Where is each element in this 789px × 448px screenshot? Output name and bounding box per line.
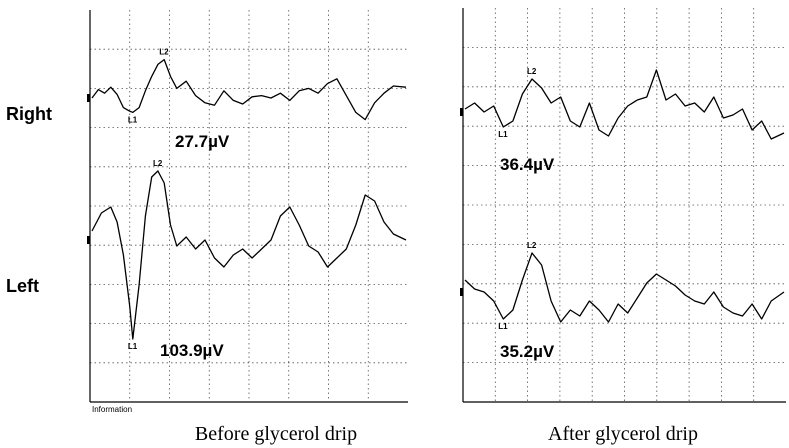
caption-before-glycerol-drip: Before glycerol drip <box>195 423 357 445</box>
marker-l2-after-right: L2 <box>527 67 537 76</box>
baseline-tick-before-right <box>87 94 90 102</box>
marker-l2-before-right: L2 <box>159 48 169 57</box>
marker-l1-before-left: L1 <box>128 342 138 351</box>
marker-l2-before-left: L2 <box>153 159 163 168</box>
trace-after-right <box>464 69 785 140</box>
trace-before-right <box>91 58 407 121</box>
footnote-information: Information <box>92 405 132 414</box>
grid-before <box>90 10 408 402</box>
row-label-right: Right <box>6 104 52 124</box>
amplitude-label-before-left: 103.9µV <box>160 341 224 360</box>
baseline-tick-before-left <box>87 236 90 244</box>
panel-after-glycerol-drip: L1 L2 L1 L2 <box>460 8 786 403</box>
baseline-tick-after-left <box>460 288 463 296</box>
marker-l1-after-left: L1 <box>498 322 508 331</box>
trace-before-left <box>91 170 407 340</box>
marker-l2-after-left: L2 <box>527 241 537 250</box>
marker-l1-after-right: L1 <box>498 130 508 139</box>
row-label-left: Left <box>6 276 39 296</box>
caption-after-glycerol-drip: After glycerol drip <box>548 423 698 445</box>
marker-l1-before-right: L1 <box>128 115 138 124</box>
amplitude-label-after-left: 35.2µV <box>500 342 555 361</box>
amplitude-label-after-right: 36.4µV <box>500 155 555 174</box>
panel-before-glycerol-drip: L1 L2 L1 L2 <box>87 10 408 403</box>
baseline-tick-after-right <box>460 108 463 116</box>
trace-after-left <box>464 252 785 323</box>
amplitude-label-before-right: 27.7µV <box>175 132 230 151</box>
